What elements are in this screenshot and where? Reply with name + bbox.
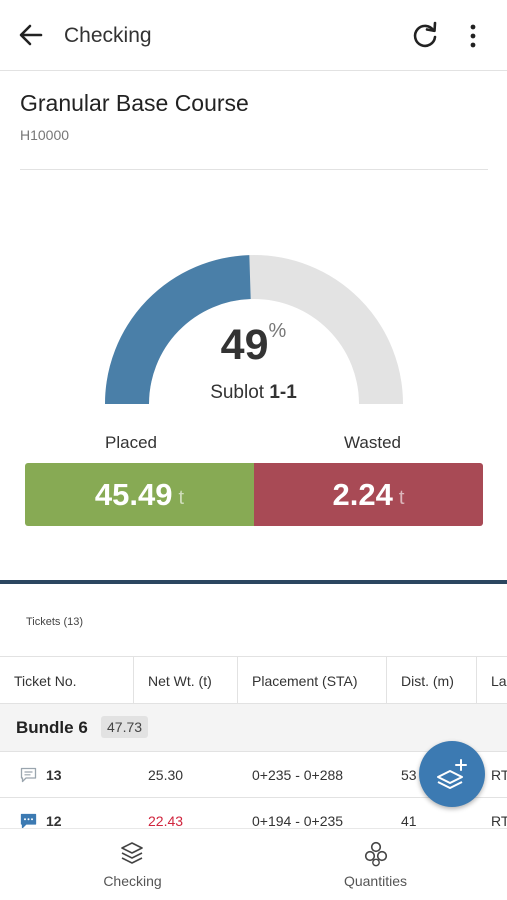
gauge-fill xyxy=(105,255,252,405)
add-layer-button[interactable] xyxy=(419,741,485,807)
column-dist[interactable]: Dist. (m) xyxy=(387,657,477,705)
sublot-id: 1-1 xyxy=(269,382,297,403)
lane: RT xyxy=(491,767,507,783)
bundle-name: Bundle 6 xyxy=(16,718,88,737)
placement: 0+235 - 0+288 xyxy=(252,767,344,783)
net-wt: 25.30 xyxy=(148,767,184,783)
column-ticket-no[interactable]: Ticket No. xyxy=(0,657,134,705)
nav-checking-label: Checking xyxy=(103,873,162,889)
ticket-no: 12 xyxy=(46,813,62,828)
net-wt: 22.43 xyxy=(148,813,184,828)
sublot-prefix: Sublot xyxy=(210,382,265,403)
stacked-circles-icon xyxy=(364,841,388,867)
table-header: Ticket No. Net Wt. (t) Placement (STA) D… xyxy=(0,656,507,705)
item-header: Granular Base Course H10000 xyxy=(20,90,488,170)
lane: RT xyxy=(491,813,507,828)
gauge-percent: 49% xyxy=(0,320,507,370)
sublot-label: Sublot 1-1 xyxy=(0,382,507,404)
wasted-unit: t xyxy=(398,487,405,509)
refresh-icon[interactable] xyxy=(409,20,441,52)
wasted-label: Wasted xyxy=(344,433,402,452)
nav-quantities-label: Quantities xyxy=(343,873,408,889)
layers-icon xyxy=(121,842,143,864)
bundle-group-row[interactable]: Bundle 6 47.73 xyxy=(0,704,507,752)
table-row[interactable]: 12 22.43 0+194 - 0+235 41 RT xyxy=(0,798,507,828)
more-vertical-icon[interactable] xyxy=(461,20,485,52)
page-title: Checking xyxy=(64,24,152,47)
comment-filled-icon[interactable] xyxy=(20,813,37,828)
column-net-wt[interactable]: Net Wt. (t) xyxy=(134,657,238,705)
nav-quantities[interactable]: Quantities xyxy=(249,829,502,900)
tickets-table: Ticket No. Net Wt. (t) Placement (STA) D… xyxy=(0,656,507,828)
app-bar: Checking xyxy=(0,0,507,71)
placed-bar: 45.49 t xyxy=(25,463,254,526)
wasted-bar: 2.24 t xyxy=(254,463,483,526)
gauge-percent-symbol: % xyxy=(268,320,287,342)
ticket-no: 13 xyxy=(46,767,62,783)
section-divider xyxy=(0,580,507,584)
comment-outline-icon[interactable] xyxy=(20,767,37,783)
tickets-title: Tickets (13) xyxy=(26,616,84,628)
placement: 0+194 - 0+235 xyxy=(252,813,344,828)
column-placement[interactable]: Placement (STA) xyxy=(238,657,387,705)
placed-label: Placed xyxy=(105,433,157,452)
arrow-left-icon[interactable] xyxy=(16,20,46,50)
item-name: Granular Base Course xyxy=(20,90,249,116)
bundle-total-badge: 47.73 xyxy=(101,716,149,738)
bottom-navigation: Checking Quantities xyxy=(0,828,507,900)
add-layer-icon xyxy=(437,759,467,789)
nav-checking[interactable]: Checking xyxy=(6,829,259,900)
dist: 41 xyxy=(401,813,417,828)
column-lane[interactable]: La xyxy=(491,673,507,689)
progress-gauge: 49% Sublot 1-1 xyxy=(0,240,507,420)
gauge-svg xyxy=(105,255,403,405)
item-code: H10000 xyxy=(20,127,70,143)
dist: 53 xyxy=(401,767,417,783)
placed-value: 45.49 xyxy=(94,476,173,512)
gauge-percent-value: 49 xyxy=(220,321,269,369)
placed-unit: t xyxy=(178,487,185,509)
wasted-value: 2.24 xyxy=(332,476,393,512)
